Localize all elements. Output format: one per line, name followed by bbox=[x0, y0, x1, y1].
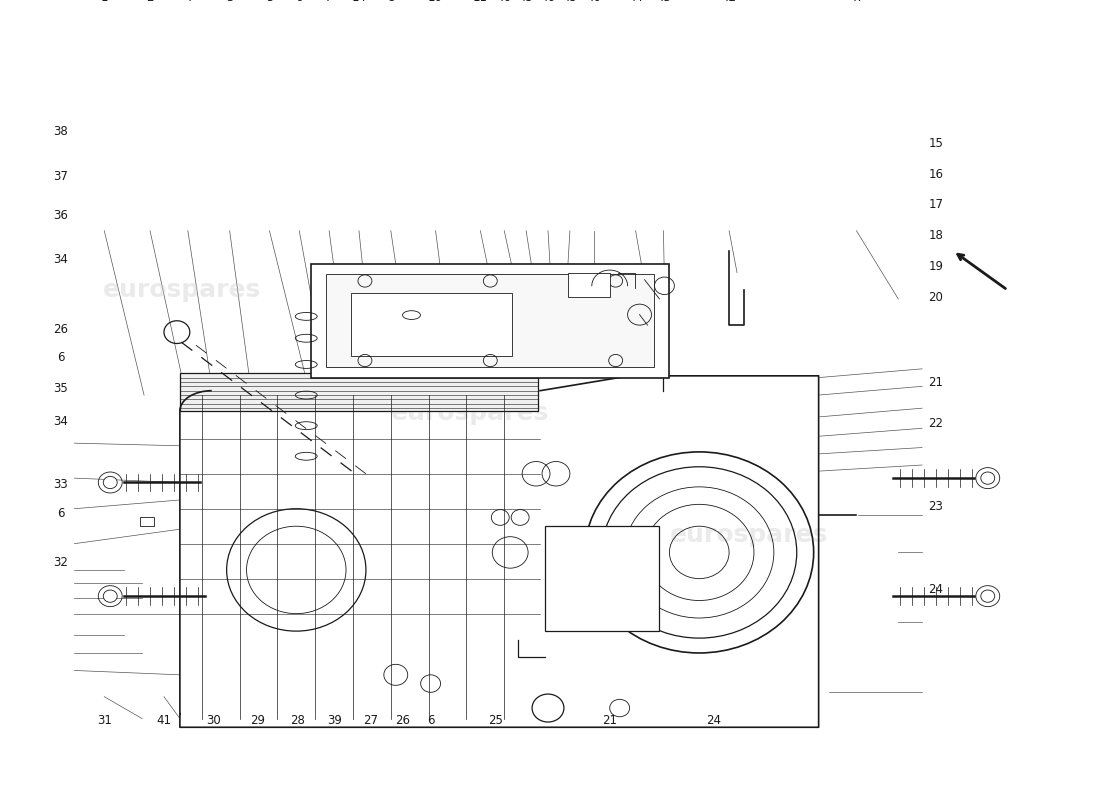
Circle shape bbox=[103, 590, 118, 602]
Text: 27: 27 bbox=[363, 714, 378, 726]
Text: 32: 32 bbox=[53, 557, 68, 570]
Text: 31: 31 bbox=[97, 714, 112, 726]
Text: 29: 29 bbox=[250, 714, 265, 726]
Text: 21: 21 bbox=[928, 376, 944, 390]
Text: 22: 22 bbox=[928, 417, 944, 430]
Text: 26: 26 bbox=[395, 714, 410, 726]
Polygon shape bbox=[180, 376, 818, 727]
Text: 47: 47 bbox=[849, 0, 864, 4]
Text: 13: 13 bbox=[570, 296, 584, 309]
Text: 4: 4 bbox=[184, 0, 191, 4]
Text: 44: 44 bbox=[628, 0, 643, 4]
Text: 20: 20 bbox=[928, 290, 944, 304]
Text: 40: 40 bbox=[586, 0, 602, 4]
Text: eurospares: eurospares bbox=[102, 278, 261, 302]
Circle shape bbox=[103, 476, 118, 489]
Text: 6: 6 bbox=[57, 506, 64, 519]
Text: 28: 28 bbox=[289, 714, 305, 726]
Text: 41: 41 bbox=[156, 714, 172, 726]
Text: 23: 23 bbox=[928, 501, 944, 514]
Text: 18: 18 bbox=[928, 229, 944, 242]
Text: 8: 8 bbox=[387, 0, 395, 4]
Text: 15: 15 bbox=[928, 137, 944, 150]
Text: eurospares: eurospares bbox=[392, 401, 550, 425]
Text: 7: 7 bbox=[326, 0, 333, 4]
Text: 6: 6 bbox=[656, 350, 663, 363]
Bar bbox=[326, 274, 654, 367]
Text: 14: 14 bbox=[352, 0, 366, 4]
Text: 43: 43 bbox=[656, 0, 671, 4]
Text: 37: 37 bbox=[53, 170, 68, 183]
Text: 11: 11 bbox=[473, 0, 488, 4]
Text: 19: 19 bbox=[928, 260, 944, 273]
Text: eurospares: eurospares bbox=[670, 523, 828, 547]
Text: 35: 35 bbox=[53, 382, 68, 394]
Text: 45: 45 bbox=[519, 0, 534, 4]
Text: 10: 10 bbox=[428, 0, 443, 4]
Text: 33: 33 bbox=[53, 478, 68, 490]
Bar bbox=[140, 517, 154, 526]
Text: 16: 16 bbox=[928, 168, 944, 182]
Text: 36: 36 bbox=[53, 210, 68, 222]
Text: 21: 21 bbox=[602, 714, 617, 726]
Bar bbox=[568, 273, 609, 297]
Text: 34: 34 bbox=[53, 414, 68, 428]
Text: 30: 30 bbox=[207, 714, 221, 726]
Text: 34: 34 bbox=[53, 253, 68, 266]
Text: 6: 6 bbox=[57, 351, 64, 364]
Text: 39: 39 bbox=[328, 714, 342, 726]
Text: 42: 42 bbox=[722, 0, 737, 4]
Text: 26: 26 bbox=[53, 323, 68, 336]
Bar bbox=[544, 526, 659, 631]
Text: 17: 17 bbox=[928, 198, 944, 211]
Polygon shape bbox=[180, 374, 538, 411]
Text: 46: 46 bbox=[540, 0, 556, 4]
Text: 24: 24 bbox=[928, 582, 944, 596]
Text: 12: 12 bbox=[632, 319, 647, 333]
Text: 25: 25 bbox=[487, 714, 503, 726]
Text: 46: 46 bbox=[497, 0, 512, 4]
Text: 45: 45 bbox=[562, 0, 578, 4]
Bar bbox=[351, 294, 513, 356]
Text: 3: 3 bbox=[226, 0, 233, 4]
Text: 1: 1 bbox=[100, 0, 108, 4]
Circle shape bbox=[981, 472, 994, 484]
Circle shape bbox=[981, 590, 994, 602]
Text: 6: 6 bbox=[296, 0, 303, 4]
Text: 2: 2 bbox=[146, 0, 154, 4]
Text: 24: 24 bbox=[706, 714, 721, 726]
Text: 5: 5 bbox=[266, 0, 273, 4]
Text: 38: 38 bbox=[53, 125, 68, 138]
Bar bbox=[311, 264, 670, 378]
Text: 6: 6 bbox=[427, 714, 434, 726]
